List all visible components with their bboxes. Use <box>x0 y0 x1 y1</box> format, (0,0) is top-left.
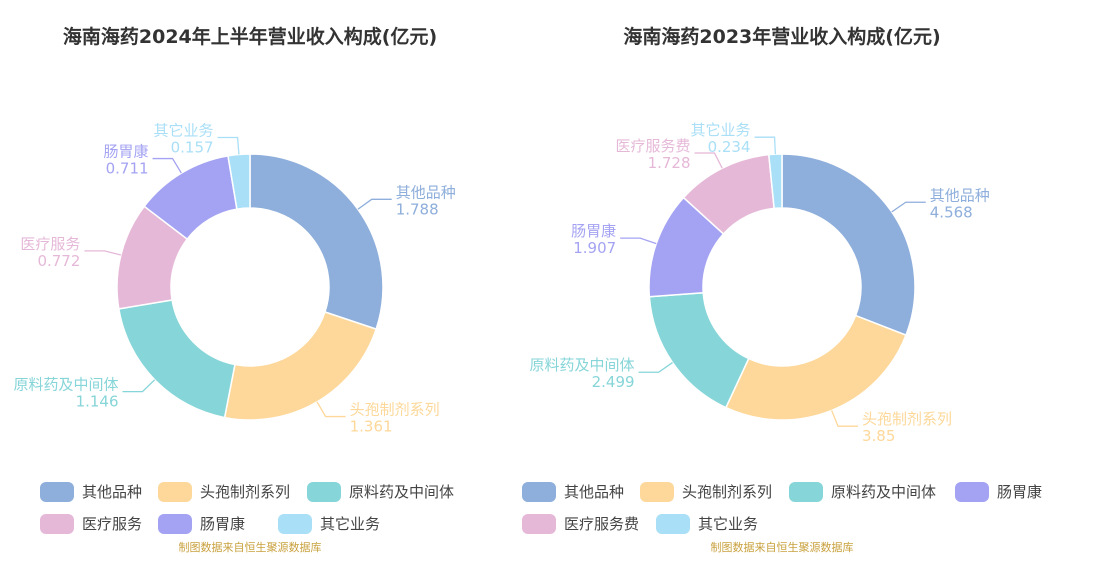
leader-line <box>316 401 346 418</box>
slice-label: 其它业务 <box>154 122 214 140</box>
legend-swatch <box>955 482 989 502</box>
donut-slice <box>117 299 236 419</box>
legend-swatch <box>656 514 690 534</box>
legend-label: 其它业务 <box>320 515 380 533</box>
legend-label: 头孢制剂系列 <box>200 483 290 501</box>
chart-panel-2023: 海南海药2023年营业收入构成(亿元) 其他品种4.568头孢制剂系列3.85原… <box>522 25 1042 554</box>
donut-slices <box>116 153 384 421</box>
legend-item[interactable]: 原料药及中间体 <box>307 482 454 502</box>
donut-slice <box>227 153 251 210</box>
chart-title: 海南海药2024年上半年营业收入构成(亿元) <box>63 25 437 48</box>
leader-line <box>122 379 156 393</box>
legend-label: 肠胃康 <box>200 515 245 533</box>
legend-swatch <box>640 482 674 502</box>
leader-line <box>754 136 777 155</box>
legend-label: 其他品种 <box>564 483 624 501</box>
slice-label: 肠胃康 <box>571 222 616 240</box>
legend-swatch <box>158 482 192 502</box>
legend-swatch <box>522 514 556 534</box>
legend-item[interactable]: 头孢制剂系列 <box>158 482 290 502</box>
legend-item[interactable]: 肠胃康 <box>955 482 1042 502</box>
leader-line <box>152 157 182 174</box>
legend-item[interactable]: 医疗服务 <box>40 514 142 534</box>
legend-item[interactable]: 医疗服务费 <box>522 514 639 534</box>
slice-label: 其他品种 <box>396 183 456 201</box>
slice-label: 其它业务 <box>691 121 751 139</box>
legend-label: 原料药及中间体 <box>831 483 936 501</box>
leader-line <box>694 152 723 169</box>
slice-value-label: 0.772 <box>37 252 80 270</box>
slice-label: 肠胃康 <box>104 143 149 161</box>
leader-line <box>638 362 673 373</box>
donut-slice <box>767 153 783 210</box>
slice-value-label: 0.234 <box>708 138 751 156</box>
legend-item[interactable]: 其它业务 <box>656 514 758 534</box>
legend-label: 其它业务 <box>698 515 758 533</box>
donut-slice <box>249 153 384 331</box>
legend-swatch <box>307 482 341 502</box>
legend-label: 医疗服务 <box>82 515 142 533</box>
legend-label: 其他品种 <box>82 483 142 501</box>
slice-value-label: 1.146 <box>76 393 119 411</box>
legend-swatch <box>789 482 823 502</box>
slice-label: 原料药及中间体 <box>530 356 635 374</box>
legend-swatch <box>278 514 312 534</box>
legend-swatch <box>158 514 192 534</box>
legend-item[interactable]: 肠胃康 <box>158 514 245 534</box>
slice-value-label: 1.728 <box>648 154 691 172</box>
legend-item[interactable]: 其它业务 <box>278 514 380 534</box>
slice-value-label: 4.568 <box>930 203 973 221</box>
source-note: 制图数据来自恒生聚源数据库 <box>179 540 322 554</box>
slice-label: 医疗服务费 <box>616 137 691 155</box>
slice-value-label: 0.157 <box>171 139 214 157</box>
donut-slice <box>648 291 750 409</box>
legend-item[interactable]: 头孢制剂系列 <box>640 482 772 502</box>
leader-line <box>831 410 858 427</box>
legend-label: 原料药及中间体 <box>349 483 454 501</box>
legend-item[interactable]: 原料药及中间体 <box>789 482 936 502</box>
legend-label: 头孢制剂系列 <box>682 483 772 501</box>
donut-slice <box>781 153 916 337</box>
legend-swatch <box>522 482 556 502</box>
slice-label: 医疗服务 <box>20 235 80 253</box>
donut-slices <box>648 153 916 421</box>
slice-value-label: 0.711 <box>106 160 149 178</box>
slice-value-label: 1.907 <box>573 239 616 257</box>
leader-line <box>891 201 926 213</box>
chart-panel-2024h1: 海南海药2024年上半年营业收入构成(亿元) 其他品种1.788头孢制剂系列1.… <box>14 25 456 554</box>
legend-swatch <box>40 514 74 534</box>
slice-value-label: 1.788 <box>396 200 439 218</box>
slice-value-label: 3.85 <box>862 427 895 445</box>
slice-value-label: 1.361 <box>350 418 393 436</box>
leader-line <box>84 250 122 256</box>
legend-swatch <box>40 482 74 502</box>
legend-label: 医疗服务费 <box>564 515 639 533</box>
slice-label: 原料药及中间体 <box>14 376 119 394</box>
leader-line <box>217 136 240 155</box>
legend-item[interactable]: 其他品种 <box>40 482 142 502</box>
legend-item[interactable]: 其他品种 <box>522 482 624 502</box>
chart-title: 海南海药2023年营业收入构成(亿元) <box>623 25 940 48</box>
slice-label: 头孢制剂系列 <box>862 410 952 428</box>
leader-line <box>357 198 392 210</box>
slice-label: 头孢制剂系列 <box>350 401 440 419</box>
slice-value-label: 2.499 <box>592 373 635 391</box>
source-note: 制图数据来自恒生聚源数据库 <box>711 540 854 554</box>
donut-slice <box>724 314 907 421</box>
legend-label: 肠胃康 <box>997 483 1042 501</box>
slice-label: 其他品种 <box>930 186 990 204</box>
leader-line <box>620 237 657 245</box>
